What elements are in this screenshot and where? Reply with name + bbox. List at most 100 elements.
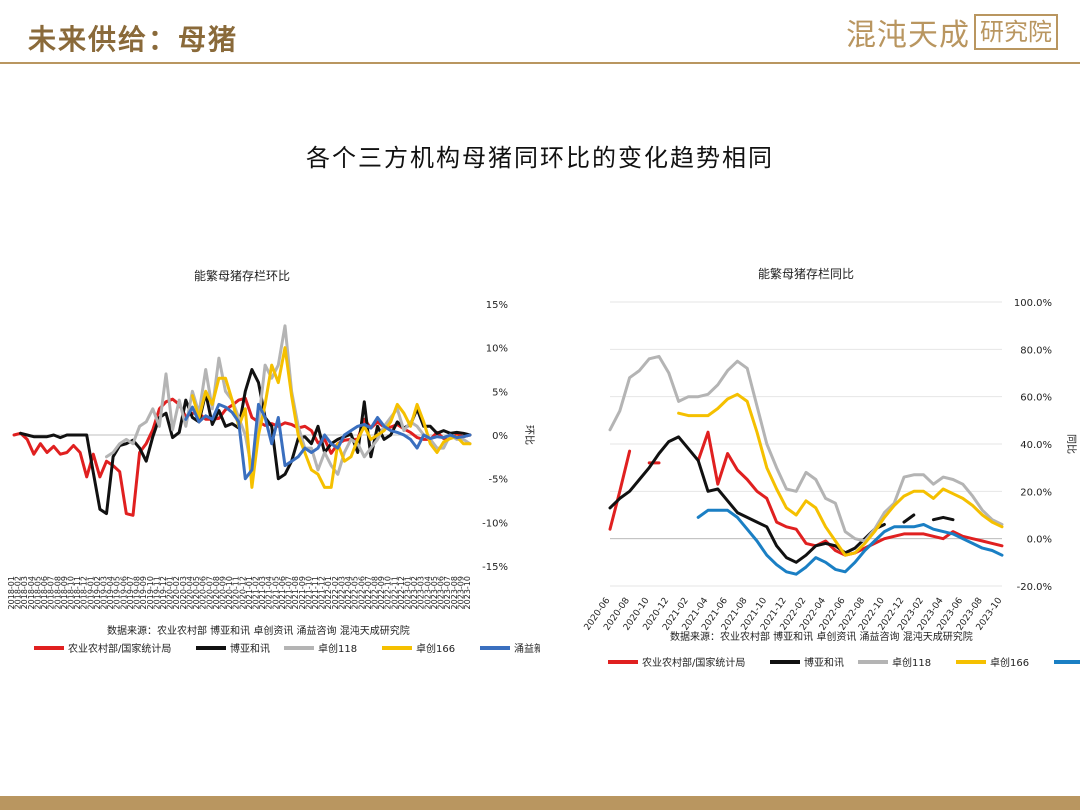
x-tick-label: 2019-09 xyxy=(139,576,148,609)
x-tick-label: 2021-08 xyxy=(291,576,300,609)
x-tick-label: 2020-12 xyxy=(238,576,247,609)
x-tick-label: 2020-04 xyxy=(185,576,194,609)
x-tick-label: 2019-04 xyxy=(106,576,115,609)
y-axis-label: 环比 xyxy=(523,425,535,445)
y-tick-label: 100.0% xyxy=(1014,298,1052,309)
x-tick-label: 2018-03 xyxy=(20,576,29,609)
legend-label: 卓创118 xyxy=(892,656,931,669)
legend-label: 博亚和讯 xyxy=(804,656,844,669)
x-tick-label: 2021-09 xyxy=(298,576,307,609)
y-tick-label: 20.0% xyxy=(1020,487,1052,498)
y-tick-label: 15% xyxy=(486,300,508,311)
x-tick-label: 2022-12 xyxy=(397,576,406,609)
x-tick-label: 2020-11 xyxy=(232,576,241,609)
x-tick-label: 2023-07 xyxy=(443,576,452,609)
header-divider xyxy=(0,62,1080,64)
x-tick-label: 2018-04 xyxy=(27,576,36,609)
x-tick-label: 2020-06 xyxy=(199,576,208,609)
legend-label: 卓创166 xyxy=(990,656,1029,669)
x-tick-label: 2020-10 xyxy=(225,576,234,609)
x-tick-label: 2020-02 xyxy=(172,576,181,609)
x-tick-label: 2018-10 xyxy=(66,576,75,609)
x-tick-label: 2022-11 xyxy=(390,576,399,609)
x-tick-label: 2018-11 xyxy=(73,576,82,609)
logo-box-text: 研究院 xyxy=(974,14,1058,50)
x-tick-label: 2019-05 xyxy=(113,576,122,609)
x-tick-label: 2022-09 xyxy=(377,576,386,609)
x-tick-label: 2020-05 xyxy=(192,576,201,609)
x-tick-label: 2021-02 xyxy=(252,576,261,609)
y-tick-label: 5% xyxy=(492,387,508,398)
y-tick-label: 40.0% xyxy=(1020,440,1052,451)
slide-title: 未来供给：母猪 xyxy=(28,23,239,56)
x-tick-label: 2019-08 xyxy=(133,576,142,609)
yoy-chart: 能繁母猪存栏同比 100.0% 80.0% 60.0% 40.0% 20.0% 0.0% -2… xyxy=(583,266,1080,669)
x-tick-label: 2023-08 xyxy=(450,576,459,609)
x-tick-label: 2021-04 xyxy=(265,576,274,609)
series-line xyxy=(677,392,1004,557)
x-tick-label: 2019-12 xyxy=(159,576,168,609)
chart-title: 能繁母猪存栏环比 xyxy=(194,268,290,283)
x-tick-label: 2020-01 xyxy=(166,576,175,609)
y-tick-label: 10% xyxy=(486,344,508,355)
y-tick-label: 0% xyxy=(492,431,508,442)
x-tick-label: 2020-03 xyxy=(179,576,188,609)
x-tick-label: 2019-03 xyxy=(100,576,109,609)
source-note: 数据来源：农业农村部 博亚和讯 卓创资讯 涌益咨询 混沌天成研究院 xyxy=(670,630,973,643)
slide-header: 未来供给：母猪 混沌天成 研究院 xyxy=(0,0,1080,64)
series-line xyxy=(19,368,472,516)
x-tick-label: 2023-06 xyxy=(437,576,446,609)
x-tick-label: 2021-03 xyxy=(258,576,267,609)
x-tick-label: 2022-08 xyxy=(370,576,379,609)
legend-label: 博亚和讯 xyxy=(230,642,270,655)
x-tick-label: 2022-10 xyxy=(384,576,393,609)
x-tick-label: 2019-07 xyxy=(126,576,135,609)
x-tick-label: 2021-07 xyxy=(285,576,294,609)
y-tick-label: -15% xyxy=(482,562,508,573)
x-tick-label: 2018-12 xyxy=(80,576,89,609)
series-line xyxy=(184,402,472,481)
x-tick-label: 2019-06 xyxy=(119,576,128,609)
x-tick-label: 2020-08 xyxy=(212,576,221,609)
x-tick-label: 2018-01 xyxy=(7,576,16,609)
x-tick-label: 2023-03 xyxy=(417,576,426,609)
y-tick-label: 0.0% xyxy=(1027,535,1052,546)
x-tick-label: 2023-09 xyxy=(456,576,465,609)
series-line xyxy=(608,354,1004,543)
legend-label: 农业农村部/国家统计局 xyxy=(68,642,171,655)
slide-subtitle: 各个三方机构母猪同环比的变化趋势相同 xyxy=(306,144,774,172)
x-tick-label: 2021-06 xyxy=(278,576,287,609)
x-tick-label: 2022-02 xyxy=(331,576,340,609)
legend-label: 农业农村部/国家统计局 xyxy=(642,656,745,669)
series-line xyxy=(696,508,1004,576)
y-tick-label: 80.0% xyxy=(1020,345,1052,356)
x-tick-label: 2018-08 xyxy=(53,576,62,609)
x-tick-label: 2020-09 xyxy=(218,576,227,609)
x-tick-label: 2018-07 xyxy=(47,576,56,609)
footer-bar xyxy=(0,796,1080,810)
x-tick-label: 2023-10 xyxy=(463,576,472,609)
x-tick-label: 2019-10 xyxy=(146,576,155,609)
y-tick-label: 60.0% xyxy=(1020,393,1052,404)
x-tick-label: 2022-05 xyxy=(351,576,360,609)
x-tick-label: 2021-10 xyxy=(304,576,313,609)
x-tick-label: 2021-12 xyxy=(318,576,327,609)
x-tick-label: 2018-02 xyxy=(14,576,23,609)
x-tick-label: 2022-07 xyxy=(364,576,373,609)
legend-label: 卓创118 xyxy=(318,642,357,655)
x-tick-label: 2022-06 xyxy=(357,576,366,609)
x-tick-label: 2022-04 xyxy=(344,576,353,609)
x-tick-label: 2018-06 xyxy=(40,576,49,609)
y-tick-label: -5% xyxy=(489,475,508,486)
x-tick-label: 2022-03 xyxy=(337,576,346,609)
x-tick-label: 2018-05 xyxy=(33,576,42,609)
logo-text: 混沌天成 xyxy=(846,18,970,53)
x-tick-label: 2021-05 xyxy=(271,576,280,609)
x-tick-label: 2020-07 xyxy=(205,576,214,609)
x-tick-label: 2022-01 xyxy=(324,576,333,609)
x-tick-label: 2019-11 xyxy=(152,576,161,609)
y-axis-label: 同比 xyxy=(1065,434,1077,454)
x-tick-label: 2023-01 xyxy=(404,576,413,609)
y-tick-label: -20.0% xyxy=(1017,582,1052,593)
x-tick-label: 2021-11 xyxy=(311,576,320,609)
